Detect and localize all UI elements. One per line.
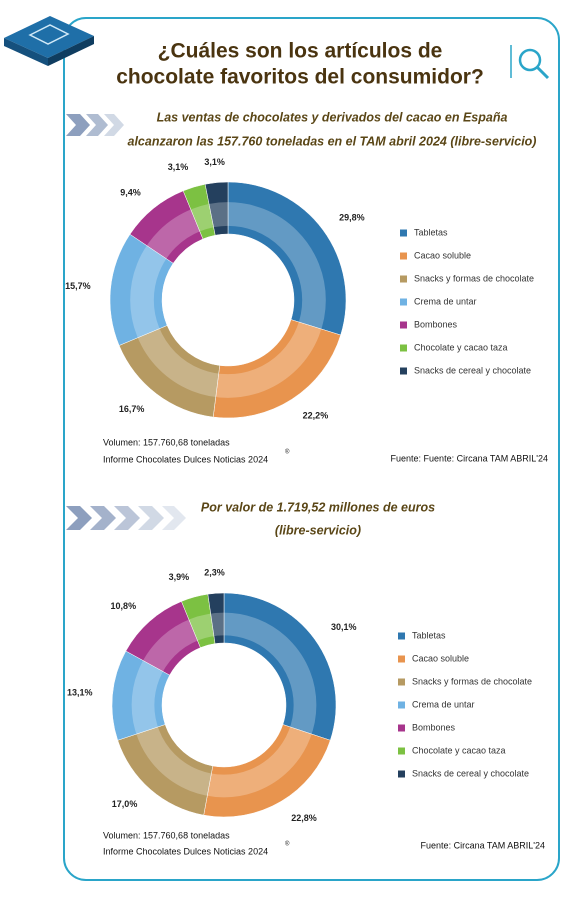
legend-label: Crema de untar (412, 699, 475, 709)
legend-label: Snacks de cereal y chocolate (414, 365, 531, 375)
note: Volumen: 157.760,68 toneladas (103, 437, 230, 447)
legend-swatch (398, 724, 405, 732)
value-label: 15,7% (65, 281, 91, 291)
note: Volumen: 157.760,68 toneladas (103, 830, 230, 840)
legend-swatch (400, 344, 407, 352)
value-label: 29,8% (339, 213, 365, 223)
legend-swatch (398, 701, 405, 709)
legend-label: Cacao soluble (414, 250, 471, 260)
value-label: 16,7% (119, 404, 145, 414)
subtitle-line: Por valor de 1.719,52 millones de euros (201, 500, 435, 514)
note-symbol: ® (285, 841, 290, 848)
legend-swatch (398, 655, 405, 663)
donut-segment (223, 592, 337, 741)
value-label: 30,1% (331, 622, 357, 632)
subtitle-line: alcanzaron las 157.760 toneladas en el T… (128, 134, 537, 148)
legend-label: Bombones (414, 319, 458, 329)
title-line: ¿Cuáles son los artículos de (158, 40, 443, 63)
legend-label: Snacks y formas de chocolate (412, 676, 532, 686)
value-label: 3,1% (168, 162, 189, 172)
legend-swatch (400, 252, 407, 260)
legend-swatch (398, 678, 405, 686)
value-label: 13,1% (67, 687, 93, 697)
value-label: 17,0% (112, 799, 138, 809)
legend-label: Tabletas (412, 630, 446, 640)
legend-label: Cacao soluble (412, 653, 469, 663)
donut-segment (203, 724, 331, 818)
legend-label: Chocolate y cacao taza (412, 745, 506, 755)
donut-segment (212, 319, 341, 419)
value-label: 22,2% (303, 410, 329, 420)
legend-swatch (400, 367, 407, 375)
legend-label: Bombones (412, 722, 456, 732)
cube-icon (4, 16, 94, 66)
note: Informe Chocolates Dulces Noticias 2024 (103, 846, 268, 856)
note-symbol: ® (285, 449, 290, 456)
search-icon (510, 45, 550, 80)
donut-sheen (131, 612, 317, 798)
legend-swatch (398, 747, 405, 755)
subtitle-line: Las ventas de chocolates y derivados del… (157, 110, 508, 124)
value-label: 10,8% (111, 601, 137, 611)
legend-swatch (398, 632, 405, 640)
legend-label: Chocolate y cacao taza (414, 342, 508, 352)
value-label: 2,3% (204, 568, 225, 578)
legend-swatch (400, 298, 407, 306)
legend-label: Crema de untar (414, 296, 477, 306)
value-label: 3,9% (169, 572, 190, 582)
note: Informe Chocolates Dulces Noticias 2024 (103, 454, 268, 464)
donut-segment (204, 181, 229, 236)
donut-segment (227, 181, 347, 336)
chevrons (66, 114, 124, 136)
chevrons (66, 506, 186, 530)
source: Fuente: Circana TAM ABRIL'24 (421, 840, 545, 850)
legend-label: Tabletas (414, 227, 448, 237)
donut-segment (207, 592, 225, 644)
value-label: 9,4% (120, 187, 141, 197)
legend-label: Snacks de cereal y chocolate (412, 768, 529, 778)
legend-label: Snacks y formas de chocolate (414, 273, 534, 283)
source: Fuente: Fuente: Circana TAM ABRIL'24 (391, 453, 548, 463)
legend-swatch (400, 321, 407, 329)
value-label: 22,8% (291, 813, 317, 823)
title-line: chocolate favoritos del consumidor? (116, 66, 484, 89)
legend-swatch (400, 229, 407, 237)
value-label: 3,1% (204, 157, 225, 167)
donut-sheen (130, 202, 326, 398)
legend-swatch (400, 275, 407, 283)
subtitle-line: (libre-servicio) (275, 523, 361, 537)
legend-swatch (398, 770, 405, 778)
